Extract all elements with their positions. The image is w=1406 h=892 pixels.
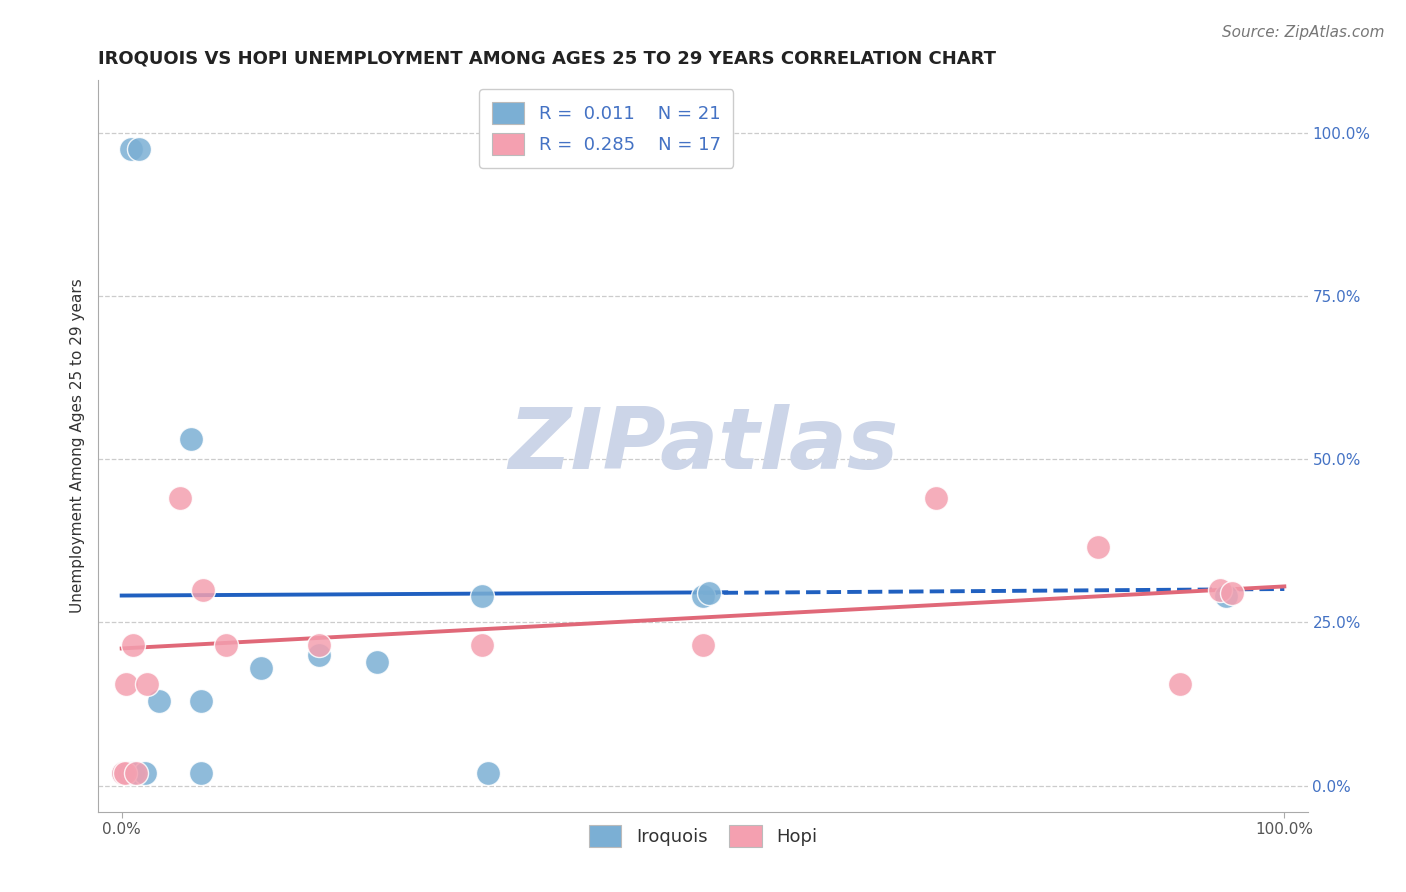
Point [1168, 677, 1191, 691]
Point [692, 589, 714, 603]
Y-axis label: Unemployment Among Ages 25 to 29 years: Unemployment Among Ages 25 to 29 years [69, 278, 84, 614]
Point [111, 765, 134, 780]
Point [924, 491, 946, 506]
Point [122, 765, 145, 780]
Point [134, 765, 156, 780]
Point [471, 589, 494, 603]
Point [180, 433, 202, 447]
Point [215, 638, 238, 652]
Point [190, 765, 212, 780]
Text: Source: ZipAtlas.com: Source: ZipAtlas.com [1222, 25, 1385, 40]
Point [191, 582, 214, 597]
Point [115, 765, 138, 780]
Point [120, 142, 142, 156]
Point [308, 648, 330, 662]
Point [1209, 582, 1232, 597]
Point [692, 638, 714, 652]
Point [128, 142, 150, 156]
Point [250, 661, 273, 675]
Point [148, 694, 170, 708]
Point [114, 765, 136, 780]
Point [111, 765, 134, 780]
Point [471, 638, 494, 652]
Point [117, 765, 139, 780]
Text: ZIPatlas: ZIPatlas [508, 404, 898, 488]
Point [477, 765, 499, 780]
Point [697, 586, 720, 600]
Legend: Iroquois, Hopi: Iroquois, Hopi [582, 817, 824, 854]
Point [115, 677, 138, 691]
Point [114, 765, 136, 780]
Point [169, 491, 191, 506]
Point [1087, 540, 1109, 554]
Point [1215, 589, 1237, 603]
Point [124, 765, 146, 780]
Point [366, 655, 388, 669]
Point [136, 677, 159, 691]
Point [1220, 586, 1243, 600]
Text: IROQUOIS VS HOPI UNEMPLOYMENT AMONG AGES 25 TO 29 YEARS CORRELATION CHART: IROQUOIS VS HOPI UNEMPLOYMENT AMONG AGES… [98, 50, 997, 68]
Point [122, 638, 145, 652]
Point [308, 638, 330, 652]
Point [190, 694, 212, 708]
Point [118, 765, 141, 780]
